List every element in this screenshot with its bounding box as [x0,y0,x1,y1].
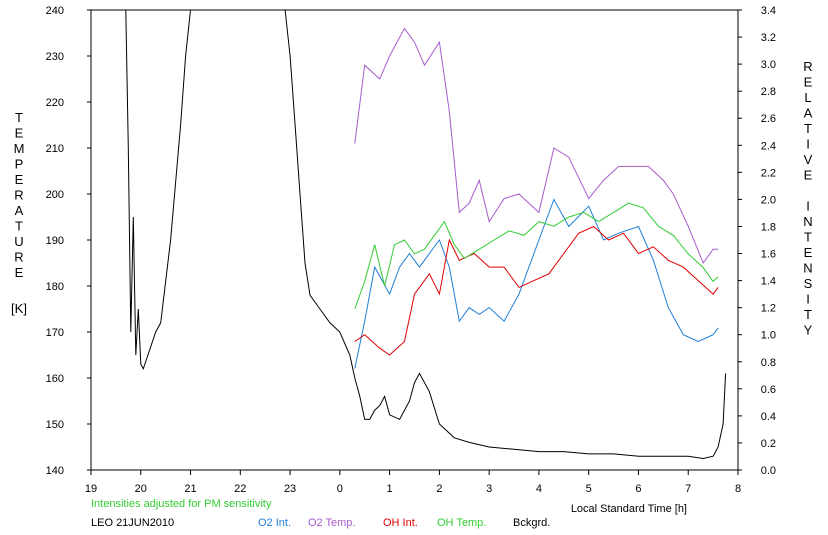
right-tick-label: 0.0 [761,465,776,477]
x-tick-label: 7 [685,483,691,495]
left-axis-unit: [K] [11,301,27,316]
right-tick-label: 2.2 [761,167,776,179]
right-axis-letter: R [803,59,812,74]
x-tick-label: 21 [184,483,196,495]
right-axis-letter: V [804,152,813,167]
series-line-o2-int [354,198,719,369]
x-tick-label: 22 [234,483,246,495]
x-tick-label: 2 [436,483,442,495]
right-axis-ticks: 0.0 0.2 0.4 0.6 0.8 1.0 1.2 1.4 1.6 1.8 2.0 2.2 2.4 2… [738,5,776,477]
series-lines [125,9,727,460]
left-axis-letter: M [14,141,25,156]
x-tick-label: 6 [635,483,641,495]
right-tick-label: 0.8 [761,357,776,369]
x-tick-label: 23 [284,483,296,495]
site-date: LEO 21JUN2010 [91,517,174,529]
left-tick-label: 210 [46,143,64,155]
legend-entry: OH Int. [383,517,418,529]
right-tick-label: 2.0 [761,194,776,206]
legend-entry: OH Temp. [437,517,486,529]
right-axis-letter: E [804,75,813,90]
left-tick-label: 240 [46,5,64,17]
x-tick-label: 20 [135,483,147,495]
left-axis-ticks: 140 150 160 170 180 190 200 210 220 230 240 [46,5,91,477]
left-axis-letter: T [15,110,23,125]
right-tick-label: 3.0 [761,59,776,71]
right-tick-label: 2.8 [761,86,776,98]
x-tick-label: 19 [85,483,97,495]
legend: O2 Int. O2 Temp. OH Int. OH Temp. Bckgrd. [258,517,550,529]
right-tick-label: 3.2 [761,32,776,44]
right-axis-letter: T [804,307,812,322]
legend-entry: O2 Int. [258,517,291,529]
x-tick-label: 5 [586,483,592,495]
series-line-oh-temp [354,202,719,310]
right-tick-label: 1.6 [761,249,776,261]
left-axis-letter: E [15,172,24,187]
x-tick-label: 4 [536,483,542,495]
right-axis-letter: Y [804,323,813,338]
right-tick-label: 3.4 [761,5,776,17]
right-axis-letter: S [804,276,813,291]
left-tick-label: 190 [46,235,64,247]
left-tick-label: 140 [46,465,64,477]
series-line-o2-temp [354,27,719,265]
right-tick-label: 1.8 [761,221,776,233]
chart-note: Intensities adjusted for PM sensitivity [91,498,272,510]
left-axis-letter: E [15,126,24,141]
x-tick-label: 0 [337,483,343,495]
right-tick-label: 0.6 [761,384,776,396]
x-tick-label: 1 [387,483,393,495]
legend-entry: Bckgrd. [513,517,550,529]
plot-frame [90,9,739,471]
right-axis-letter: A [804,106,813,121]
left-tick-label: 160 [46,373,64,385]
right-axis-letter: I [806,292,810,307]
right-tick-label: 1.4 [761,276,776,288]
right-axis-letter: T [804,230,812,245]
series-line-bckgrd [125,9,727,460]
left-axis-letter: R [14,250,23,265]
left-axis-letter: A [15,203,24,218]
left-tick-label: 220 [46,97,64,109]
x-axis-ticks: 19 20 21 22 23 0 1 2 3 4 5 6 7 8 [85,470,741,495]
left-axis-letter: T [15,219,23,234]
right-tick-label: 2.4 [761,140,776,152]
x-axis-label: Local Standard Time [h] [571,503,687,515]
left-axis-letter: P [15,157,24,172]
right-axis-letter: E [804,245,813,260]
x-tick-label: 3 [486,483,492,495]
left-tick-label: 230 [46,51,64,63]
left-tick-label: 180 [46,281,64,293]
right-axis-letter: T [804,121,812,136]
left-axis-letter: E [15,265,24,280]
series-line-oh-int [354,225,719,356]
right-tick-label: 1.2 [761,303,776,315]
right-tick-label: 2.6 [761,113,776,125]
right-tick-label: 1.0 [761,330,776,342]
right-axis-letter: I [806,199,810,214]
right-axis-letter: E [804,168,813,183]
left-tick-label: 200 [46,189,64,201]
right-axis-letter: N [803,214,812,229]
right-axis-letter: L [804,90,811,105]
left-axis-letter: R [14,188,23,203]
right-tick-label: 0.2 [761,438,776,450]
legend-entry: O2 Temp. [308,517,356,529]
left-axis-letter: U [14,234,23,249]
left-tick-label: 170 [46,327,64,339]
right-axis-letter: I [806,137,810,152]
right-tick-label: 0.4 [761,411,776,423]
left-tick-label: 150 [46,419,64,431]
right-axis-letter: N [803,261,812,276]
x-tick-label: 8 [735,483,741,495]
